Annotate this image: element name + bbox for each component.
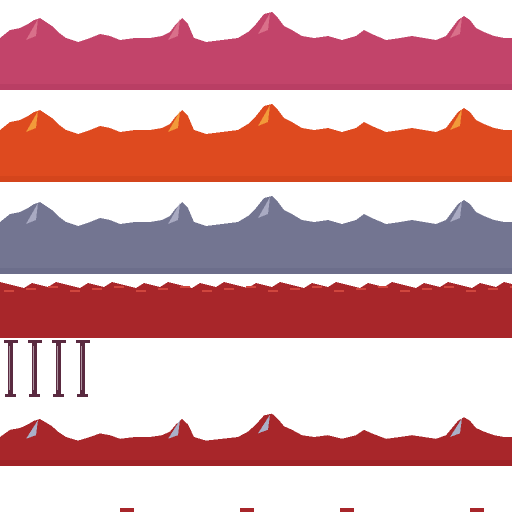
mountain-strip-slate-base-shade: [0, 268, 512, 274]
mountain-strip-orange-peak-highlight: [450, 109, 462, 130]
mountain-strip-red-snow-peak-highlight: [168, 420, 180, 439]
mountain-strip-pink: [0, 0, 512, 92]
mountain-strip-red-snow-base-shade: [0, 460, 512, 466]
mountain-strip-pink-peak-highlight: [450, 17, 462, 38]
mountain-strip-red-flat-highlight: [378, 286, 388, 288]
mountain-strip-red-flat-highlight: [444, 286, 454, 288]
cut-off-sprite-row: [0, 500, 512, 512]
mountain-strip-orange-base-shade: [0, 176, 512, 182]
pillar: [28, 340, 42, 397]
mountain-strip-slate-peak-highlight: [26, 203, 38, 224]
mountain-strip-red-flat-highlight: [334, 290, 344, 292]
mountain-strip-red-flat-highlight: [26, 288, 36, 290]
cut-off-sprite-fragment: [240, 508, 254, 512]
pillar: [4, 340, 18, 397]
mountain-strip-red-flat-highlight: [422, 288, 432, 290]
mountain-strip-red-flat-highlight: [466, 290, 476, 292]
mountain-strip-slate-peak-highlight: [168, 203, 180, 224]
mountain-strip-slate: [0, 184, 512, 276]
cut-off-sprite-fragment: [340, 508, 354, 512]
mountain-strip-red-snow: [0, 402, 512, 466]
mountain-strip-slate-silhouette: [0, 196, 512, 274]
mountain-strip-red-snow-peak-highlight: [26, 420, 38, 439]
mountain-strip-slate-peak-highlight: [450, 201, 462, 222]
mountain-strip-red-flat-highlight: [92, 288, 102, 290]
cut-off-sprite-fragment: [470, 508, 484, 512]
mountain-strip-pink-base-shade: [0, 84, 512, 90]
mountain-strip-orange-silhouette: [0, 104, 512, 182]
mountain-strip-red-flat-highlight: [180, 286, 190, 288]
mountain-strip-red-snow-silhouette: [0, 413, 512, 466]
pillar: [52, 340, 66, 397]
mountain-strip-red-flat-highlight: [246, 286, 256, 288]
mountain-strip-pink-peak-highlight: [258, 13, 270, 34]
mountain-strip-pink-silhouette: [0, 12, 512, 90]
cut-off-sprite-fragment: [120, 508, 134, 512]
mountain-strip-red-flat-highlight: [356, 288, 366, 290]
mountain-strip-red-flat-highlight: [510, 286, 512, 288]
mountain-strip-orange: [0, 92, 512, 184]
mountain-strip-red-flat-highlight: [312, 286, 322, 288]
pillar: [76, 340, 90, 397]
mountain-strip-pink-peak-highlight: [168, 19, 180, 40]
mountain-strip-red-flat-highlight: [290, 288, 300, 290]
mountain-strip-red-flat-highlight: [202, 290, 212, 292]
mountain-strip-red-flat-highlight: [268, 290, 278, 292]
mountain-strip-slate-peak-highlight: [258, 197, 270, 218]
mountain-strip-red-flat-highlight: [114, 286, 124, 288]
mountain-strip-pink-peak-highlight: [26, 19, 38, 40]
mountain-strip-red-flat-highlight: [400, 290, 410, 292]
mountain-strip-red-flat-highlight: [224, 288, 234, 290]
mountain-strip-red-flat: [0, 276, 512, 338]
mountain-strip-red-flat-highlight: [136, 290, 146, 292]
mountain-strip-red-flat-highlight: [48, 286, 58, 288]
mountain-strip-orange-peak-highlight: [26, 111, 38, 132]
mountain-strip-orange-peak-highlight: [168, 111, 180, 132]
mountain-strip-red-flat-highlight: [4, 290, 14, 292]
mountain-strip-red-flat-highlight: [158, 288, 168, 290]
mountain-strip-red-flat-silhouette: [0, 282, 512, 338]
pillar-set: [0, 338, 100, 402]
mountain-strip-red-flat-highlight: [488, 288, 498, 290]
mountain-strip-orange-peak-highlight: [258, 105, 270, 126]
mountain-strip-red-flat-highlight: [70, 290, 80, 292]
